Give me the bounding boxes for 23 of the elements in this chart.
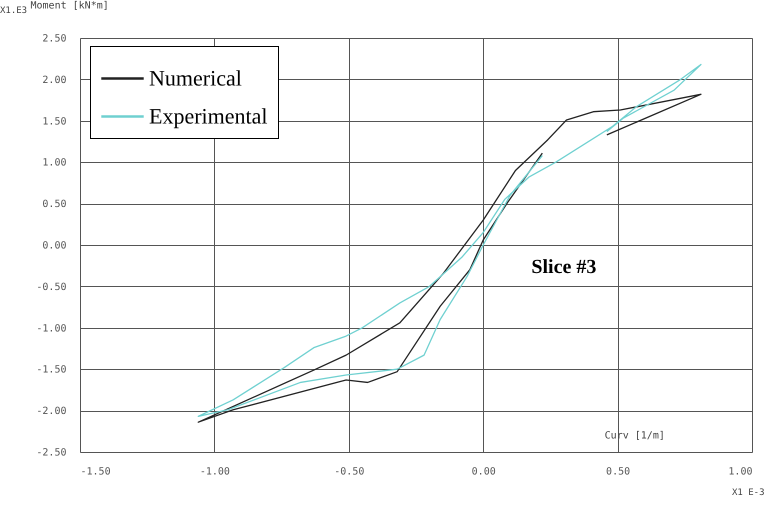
y-tick-label: 1.00 bbox=[42, 158, 66, 169]
text: X1.E3 bbox=[0, 6, 28, 16]
legend-label: Experimental bbox=[149, 104, 268, 128]
x-tick-label: -1.00 bbox=[200, 466, 230, 478]
y-tick-label: 0.50 bbox=[42, 199, 66, 210]
y-tick-label: 0.00 bbox=[42, 240, 66, 252]
legend-label: Numerical bbox=[149, 66, 242, 90]
y-axis-title: Moment [kN*m] bbox=[30, 0, 109, 12]
y-tick-label: -1.50 bbox=[36, 364, 66, 376]
x-tick-label: -1.50 bbox=[80, 466, 111, 478]
x-tick-label: 0.50 bbox=[606, 466, 630, 478]
text: X1 E-3 bbox=[732, 488, 765, 498]
x-tick-label: -0.50 bbox=[334, 466, 364, 478]
y-tick-label: -2.50 bbox=[36, 448, 66, 458]
y-tick-label: -2.00 bbox=[36, 406, 66, 418]
x-tick-label: 0.00 bbox=[472, 466, 496, 478]
x-tick-label: 1.00 bbox=[728, 466, 752, 478]
y-tick-label: 2.00 bbox=[42, 74, 66, 86]
annotation: Slice #3 bbox=[531, 256, 596, 278]
y-tick-label: -1.00 bbox=[36, 323, 66, 334]
y-tick-label: -0.50 bbox=[36, 282, 66, 293]
y-tick-label: 2.50 bbox=[42, 34, 66, 44]
y-tick-label: 1.50 bbox=[42, 116, 66, 128]
